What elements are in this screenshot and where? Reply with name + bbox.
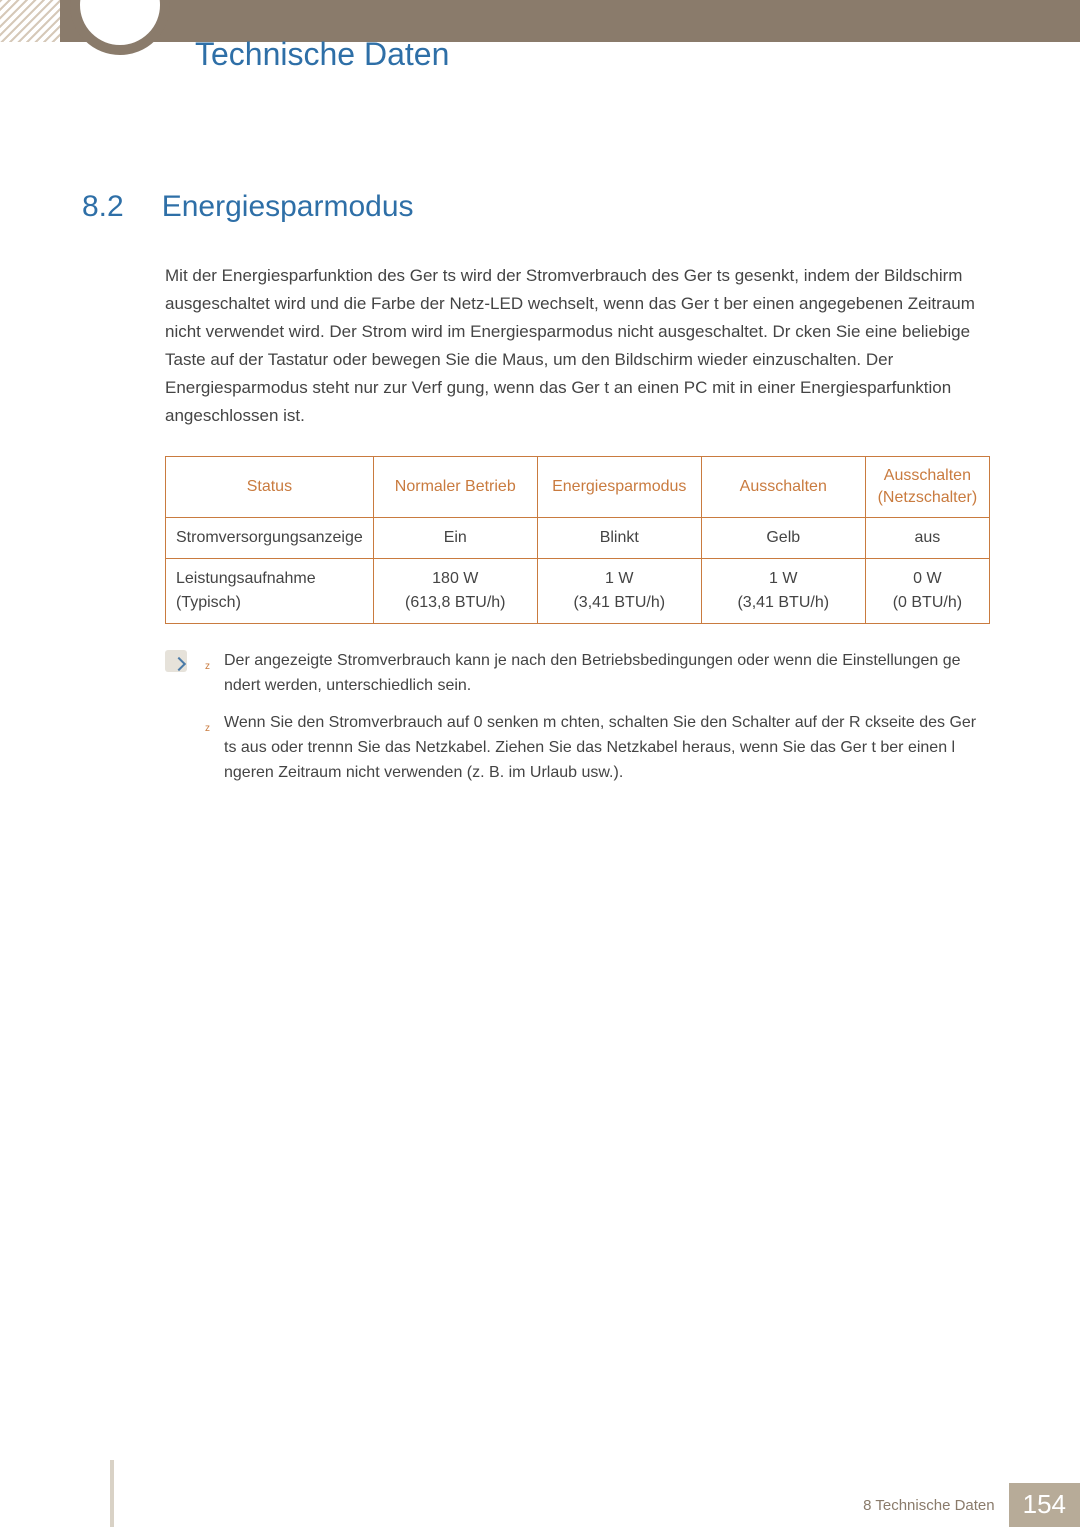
power-table: Status Normaler Betrieb Energiesparmodus… — [165, 456, 990, 624]
corner-stripes — [0, 0, 60, 42]
cell: Ein — [373, 518, 537, 559]
cell: 0 W (0 BTU/h) — [865, 559, 989, 624]
note-item: z Wenn Sie den Stromverbrauch auf 0 senk… — [205, 710, 990, 785]
chapter-circle-ornament — [70, 0, 170, 55]
th-saving: Energiesparmodus — [537, 457, 701, 518]
notes-block: z Der angezeigte Stromverbrauch kann je … — [165, 648, 990, 797]
table-header-row: Status Normaler Betrieb Energiesparmodus… — [166, 457, 990, 518]
table-row: Leistungsaufnahme (Typisch) 180 W (613,8… — [166, 559, 990, 624]
section-title: Energiesparmodus — [162, 190, 414, 224]
section-heading: 8.2 Energiesparmodus — [82, 190, 414, 224]
note-text: Der angezeigte Stromverbrauch kann je na… — [224, 648, 990, 698]
page-footer: 8 Technische Daten 154 — [863, 1483, 1080, 1527]
footer-page-number: 154 — [1009, 1483, 1080, 1527]
row-label: Leistungsaufnahme (Typisch) — [166, 559, 374, 624]
note-icon — [165, 650, 187, 672]
th-normal: Normaler Betrieb — [373, 457, 537, 518]
table-row: Stromversorgungsanzeige Ein Blinkt Gelb … — [166, 518, 990, 559]
note-item: z Der angezeigte Stromverbrauch kann je … — [205, 648, 990, 698]
section-number: 8.2 — [82, 190, 124, 224]
notes-list: z Der angezeigte Stromverbrauch kann je … — [205, 648, 990, 797]
cell: 1 W (3,41 BTU/h) — [701, 559, 865, 624]
cell: 1 W (3,41 BTU/h) — [537, 559, 701, 624]
bullet-icon: z — [205, 716, 210, 785]
cell: Blinkt — [537, 518, 701, 559]
left-margin-rule — [110, 1460, 114, 1527]
bullet-icon: z — [205, 654, 210, 698]
footer-chapter-label: 8 Technische Daten — [863, 1483, 1008, 1527]
note-text: Wenn Sie den Stromverbrauch auf 0 senken… — [224, 710, 990, 785]
th-off: Ausschalten — [701, 457, 865, 518]
row-label: Stromversorgungsanzeige — [166, 518, 374, 559]
th-status: Status — [166, 457, 374, 518]
intro-paragraph: Mit der Energiesparfunktion des Ger ts w… — [165, 262, 990, 430]
cell: Gelb — [701, 518, 865, 559]
cell: 180 W (613,8 BTU/h) — [373, 559, 537, 624]
chapter-title: Technische Daten — [195, 36, 449, 73]
th-off-switch: Ausschalten (Netzschalter) — [865, 457, 989, 518]
cell: aus — [865, 518, 989, 559]
